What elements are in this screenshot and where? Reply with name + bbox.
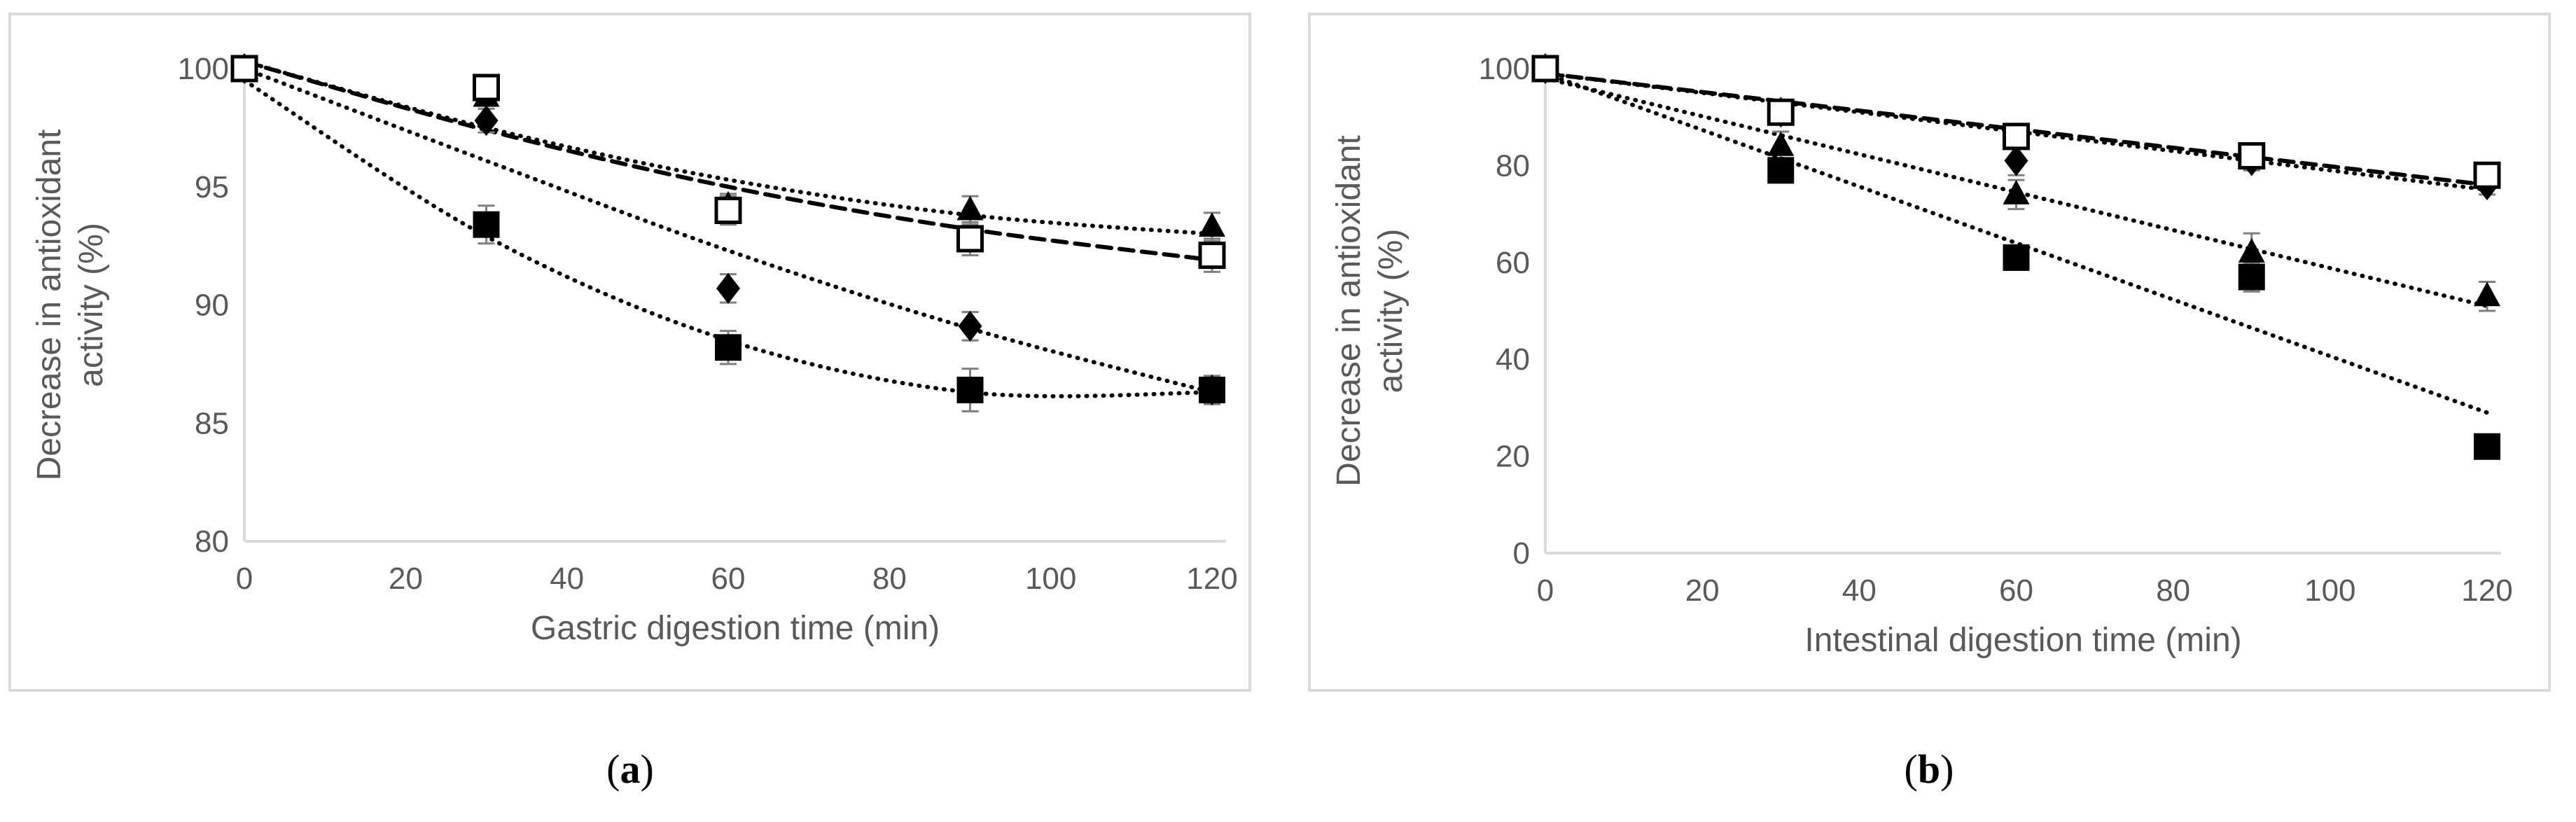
- trendline: [242, 59, 1214, 263]
- x-tick-label: 60: [711, 562, 746, 596]
- x-tick-label: 0: [236, 562, 253, 596]
- y-tick-label: 80: [1496, 148, 1530, 183]
- data-point-square-open: [230, 55, 258, 83]
- y-tick-label: 100: [1479, 52, 1530, 86]
- y-tick-label: 0: [1513, 536, 1530, 571]
- y-tick-label: 60: [1496, 246, 1530, 280]
- data-point-triangle: [1199, 212, 1225, 237]
- y-tick-label: 20: [1496, 440, 1530, 474]
- data-point-square-open: [714, 197, 742, 224]
- caption-b: (b): [1904, 746, 1954, 792]
- x-tick-label: 100: [1025, 562, 1076, 596]
- x-tick-label: 20: [1685, 573, 1720, 608]
- x-tick-label: 120: [2461, 573, 2512, 608]
- data-point-triangle: [2474, 281, 2500, 307]
- x-tick-label: 100: [2304, 573, 2355, 608]
- data-point-diamond: [958, 310, 982, 342]
- data-point-triangle: [1767, 131, 1795, 156]
- y-axis-title-line1: Decrease in antioxidant: [1330, 135, 1367, 487]
- x-tick-label: 0: [1537, 573, 1554, 608]
- y-tick-label: 85: [195, 406, 229, 440]
- x-axis-title: Gastric digestion time (min): [531, 610, 940, 647]
- data-point-square-open: [2238, 142, 2266, 170]
- data-point-diamond: [716, 272, 740, 304]
- x-tick-label: 80: [2156, 573, 2190, 608]
- data-point-triangle: [956, 195, 984, 221]
- caption-a: (a): [606, 746, 654, 792]
- trendline: [242, 67, 1214, 395]
- data-point-square-open: [473, 74, 500, 102]
- x-tick-label: 80: [872, 562, 907, 596]
- data-point-square-filled: [2238, 263, 2265, 291]
- y-axis-title: Decrease in antioxidant activity (%): [31, 130, 110, 481]
- y-tick-label: 80: [195, 524, 229, 559]
- y-tick-label: 40: [1496, 342, 1530, 377]
- chart-b-svg: 0 20 40 60 80 100 0 20 40 60 80 100 120 Intestinal di…: [1330, 52, 2513, 659]
- data-point-square-filled: [2474, 433, 2500, 460]
- x-tick-label: 20: [389, 562, 423, 596]
- data-point-square-open: [2003, 123, 2030, 151]
- y-axis-title-line1: Decrease in antioxidant: [31, 130, 68, 481]
- y-tick-label: 95: [195, 170, 229, 204]
- data-point-square-filled: [1199, 377, 1225, 403]
- y-tick-label: 100: [178, 52, 229, 86]
- data-point-square-open: [956, 225, 984, 253]
- y-axis-title-line2: activity (%): [73, 223, 110, 387]
- y-tick-label: 90: [195, 288, 229, 323]
- y-axis-title: Decrease in antioxidant activity (%): [1330, 135, 1409, 487]
- x-tick-label: 40: [550, 562, 584, 596]
- chart-panel-b: 0 20 40 60 80 100 0 20 40 60 80 100 120 Intestinal di…: [1308, 13, 2551, 692]
- data-point-triangle: [2003, 179, 2030, 204]
- data-point-square-open: [2473, 161, 2501, 189]
- data-point-square-open: [1531, 55, 1559, 83]
- data-point-square-filled: [956, 377, 984, 403]
- data-point-diamond: [2004, 145, 2028, 176]
- data-point-triangle: [2238, 237, 2265, 263]
- chart-a-svg: 80 85 90 95 100 0 20 40 60 80 100 120 Gastric digest…: [31, 52, 1238, 647]
- trendline: [1543, 76, 2489, 309]
- chart-panel-a: 80 85 90 95 100 0 20 40 60 80 100 120 Gastric digest…: [8, 13, 1251, 692]
- data-point-square-open: [1198, 242, 1226, 270]
- data-point-square-open: [1767, 98, 1795, 126]
- data-point-diamond: [474, 105, 499, 137]
- x-axis-title: Intestinal digestion time (min): [1804, 622, 2241, 659]
- trendline: [242, 59, 1214, 237]
- data-point-square-filled: [1767, 157, 1795, 184]
- x-tick-label: 120: [1186, 562, 1237, 596]
- data-point-square-filled: [715, 334, 742, 361]
- data-point-square-filled: [473, 211, 500, 238]
- data-point-square-filled: [2003, 244, 2030, 271]
- x-tick-label: 40: [1842, 573, 1877, 608]
- y-axis-title-line2: activity (%): [1372, 229, 1409, 393]
- x-tick-label: 60: [1999, 573, 2033, 608]
